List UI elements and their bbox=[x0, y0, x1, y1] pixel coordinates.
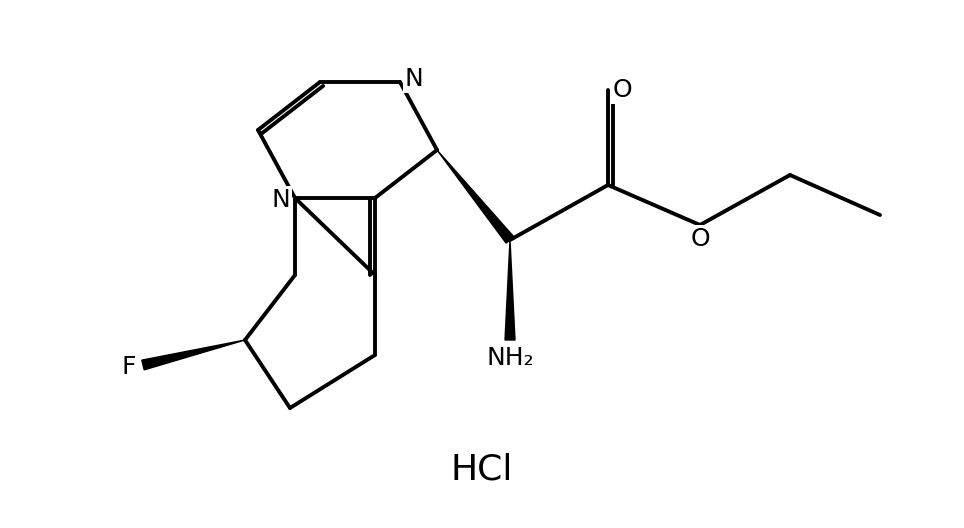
Polygon shape bbox=[437, 150, 514, 243]
Text: O: O bbox=[612, 78, 631, 102]
Polygon shape bbox=[505, 240, 515, 340]
Text: N: N bbox=[272, 188, 290, 212]
Text: NH₂: NH₂ bbox=[486, 346, 534, 370]
Text: F: F bbox=[121, 355, 136, 379]
Text: O: O bbox=[690, 227, 710, 251]
Polygon shape bbox=[142, 340, 245, 370]
Text: N: N bbox=[405, 67, 423, 91]
Text: HCl: HCl bbox=[451, 453, 513, 487]
